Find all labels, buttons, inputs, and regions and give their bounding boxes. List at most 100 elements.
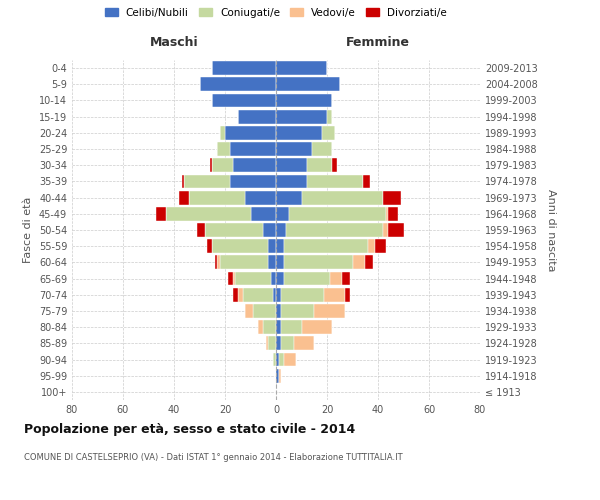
Bar [276, 142, 312, 156]
Bar [268, 240, 276, 253]
Bar [190, 190, 245, 204]
Bar [263, 223, 276, 237]
Bar [215, 256, 217, 270]
Bar [376, 240, 386, 253]
Text: Popolazione per età, sesso e stato civile - 2014: Popolazione per età, sesso e stato civil… [24, 422, 355, 436]
Bar [362, 174, 370, 188]
Bar [284, 272, 329, 285]
Bar [276, 369, 278, 382]
Bar [276, 336, 281, 350]
Bar [388, 223, 404, 237]
Bar [210, 158, 212, 172]
Bar [383, 223, 388, 237]
Bar [227, 272, 233, 285]
Bar [207, 240, 212, 253]
Bar [276, 78, 340, 91]
Bar [263, 320, 276, 334]
Bar [238, 288, 243, 302]
Bar [276, 110, 327, 124]
Bar [233, 272, 235, 285]
Bar [245, 304, 253, 318]
Bar [276, 190, 302, 204]
Bar [268, 336, 276, 350]
Bar [278, 352, 284, 366]
Y-axis label: Fasce di età: Fasce di età [23, 197, 33, 263]
Bar [276, 207, 289, 220]
Bar [388, 207, 398, 220]
Bar [302, 320, 332, 334]
Bar [225, 126, 276, 140]
Bar [268, 256, 276, 270]
Bar [286, 223, 383, 237]
Bar [281, 288, 325, 302]
Bar [325, 288, 345, 302]
Bar [276, 320, 281, 334]
Bar [212, 240, 268, 253]
Bar [230, 142, 276, 156]
Bar [276, 288, 281, 302]
Bar [281, 304, 314, 318]
Bar [345, 288, 350, 302]
Bar [156, 207, 166, 220]
Bar [276, 61, 327, 75]
Bar [212, 61, 276, 75]
Bar [276, 352, 278, 366]
Text: COMUNE DI CASTELSEPRIO (VA) - Dati ISTAT 1° gennaio 2014 - Elaborazione TUTTITAL: COMUNE DI CASTELSEPRIO (VA) - Dati ISTAT… [24, 452, 403, 462]
Bar [327, 110, 332, 124]
Text: Maschi: Maschi [149, 36, 199, 49]
Bar [322, 126, 335, 140]
Bar [276, 240, 284, 253]
Bar [278, 369, 281, 382]
Bar [205, 223, 263, 237]
Bar [276, 272, 284, 285]
Bar [276, 94, 332, 108]
Bar [284, 352, 296, 366]
Bar [212, 158, 233, 172]
Bar [276, 126, 322, 140]
Bar [276, 256, 284, 270]
Bar [274, 288, 276, 302]
Legend: Celibi/Nubili, Coniugati/e, Vedovi/e, Divorziati/e: Celibi/Nubili, Coniugati/e, Vedovi/e, Di… [105, 8, 447, 18]
Bar [289, 207, 386, 220]
Bar [281, 320, 302, 334]
Bar [258, 320, 263, 334]
Bar [342, 272, 350, 285]
Bar [302, 190, 383, 204]
Bar [166, 207, 251, 220]
Bar [220, 126, 225, 140]
Bar [179, 190, 190, 204]
Bar [276, 304, 281, 318]
Bar [294, 336, 314, 350]
Bar [238, 110, 276, 124]
Bar [212, 94, 276, 108]
Bar [284, 240, 368, 253]
Bar [266, 336, 268, 350]
Bar [386, 207, 388, 220]
Bar [383, 190, 401, 204]
Bar [281, 336, 294, 350]
Bar [235, 272, 271, 285]
Bar [271, 272, 276, 285]
Bar [245, 190, 276, 204]
Bar [284, 256, 353, 270]
Bar [312, 142, 332, 156]
Bar [353, 256, 365, 270]
Bar [329, 272, 342, 285]
Text: Femmine: Femmine [346, 36, 410, 49]
Bar [220, 256, 268, 270]
Bar [276, 158, 307, 172]
Bar [276, 223, 286, 237]
Bar [197, 223, 205, 237]
Bar [251, 207, 276, 220]
Bar [184, 174, 230, 188]
Bar [332, 158, 337, 172]
Bar [182, 174, 184, 188]
Bar [243, 288, 274, 302]
Bar [217, 142, 230, 156]
Bar [199, 78, 276, 91]
Bar [230, 174, 276, 188]
Bar [307, 174, 363, 188]
Bar [233, 158, 276, 172]
Bar [368, 240, 376, 253]
Y-axis label: Anni di nascita: Anni di nascita [546, 188, 556, 271]
